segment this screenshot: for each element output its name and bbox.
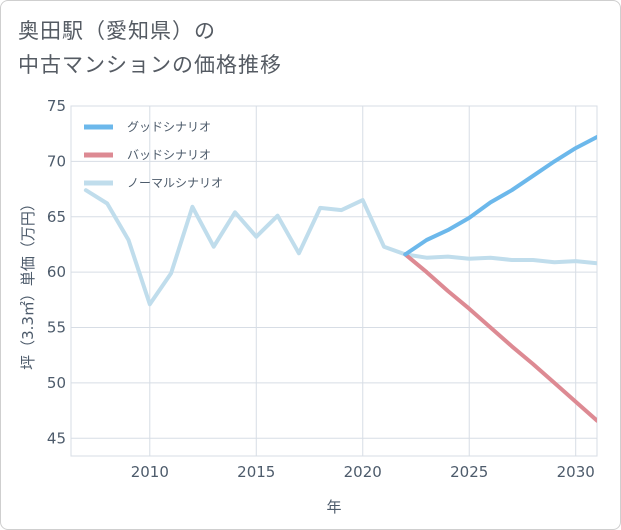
y-tick-label: 55 (47, 319, 66, 337)
y-axis-ticks: 45 50 55 60 65 70 75 (47, 97, 66, 447)
series-line-good (403, 135, 597, 257)
y-tick-label: 65 (47, 208, 66, 226)
x-axis-title: 年 (326, 498, 341, 516)
grid-lines (70, 105, 598, 457)
x-tick-label: 2025 (450, 463, 488, 481)
x-axis-ticks: 2010 2015 2020 2025 2030 (131, 463, 595, 481)
y-tick-label: 50 (47, 374, 66, 392)
y-tick-label: 60 (47, 263, 66, 281)
legend-label-normal: ノーマルシナリオ (127, 176, 223, 190)
y-tick-label: 75 (47, 97, 66, 115)
x-tick-label: 2030 (557, 463, 595, 481)
x-tick-label: 2010 (131, 463, 169, 481)
y-axis-title: 坪（3.3㎡）単価（万円） (19, 196, 37, 370)
legend-label-good: グッドシナリオ (127, 120, 211, 134)
y-tick-label: 70 (47, 152, 66, 170)
series-line-bad (403, 252, 597, 423)
chart-title: 奥田駅（愛知県）の 中古マンションの価格推移 (18, 14, 282, 82)
legend-label-bad: バッドシナリオ (127, 148, 211, 162)
x-tick-label: 2020 (344, 463, 382, 481)
y-tick-label: 45 (47, 429, 66, 447)
plot-series (83, 135, 597, 423)
chart-title-line-1: 奥田駅（愛知県）の (18, 19, 216, 43)
series-line-normal (83, 188, 597, 307)
chart-title-line-2: 中古マンションの価格推移 (18, 53, 282, 77)
x-tick-label: 2015 (237, 463, 275, 481)
